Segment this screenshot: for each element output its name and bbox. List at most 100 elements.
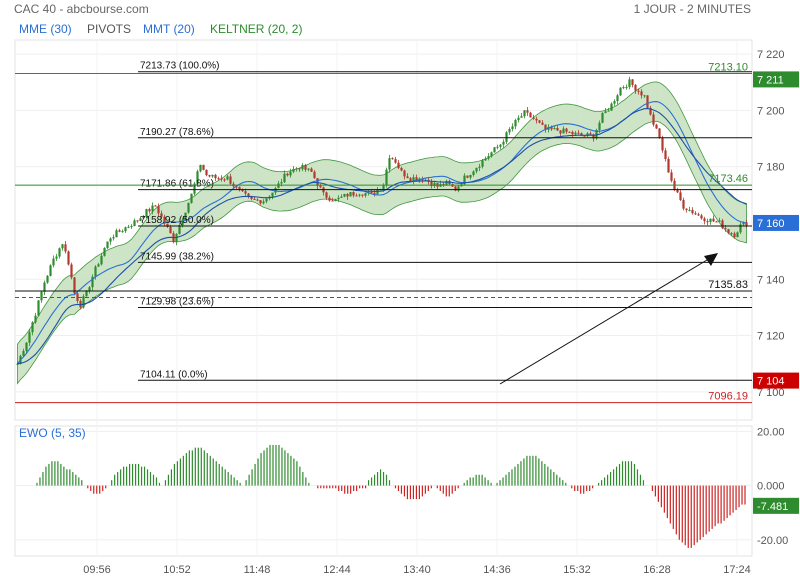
candle-body <box>61 244 64 249</box>
candle-body <box>613 101 616 104</box>
candle-body <box>694 213 697 215</box>
pivot-label: 7096.19 <box>708 391 748 403</box>
candle-body <box>103 247 106 256</box>
price-axis-tick: 7 100 <box>757 387 785 399</box>
legend-mmt[interactable]: MMT (20) <box>143 22 195 36</box>
candle-body <box>355 195 358 197</box>
candle-body <box>514 120 517 127</box>
candle-body <box>700 215 703 219</box>
candle-body <box>58 248 61 257</box>
candle-body <box>181 219 184 226</box>
candle-body <box>361 194 364 196</box>
candle-body <box>571 131 574 135</box>
legend-mme[interactable]: MME (30) <box>19 22 72 36</box>
candle-body <box>679 192 682 201</box>
candle-body <box>316 178 319 186</box>
candle-body <box>661 137 664 151</box>
trend-arrow-head <box>704 253 718 266</box>
candle-body <box>34 315 37 323</box>
pivot-label: 7173.46 <box>708 173 748 185</box>
candle-body <box>403 170 406 177</box>
pivot-label: 7135.83 <box>708 279 748 291</box>
candle-body <box>685 208 688 211</box>
candle-body <box>49 265 52 276</box>
candle-body <box>517 117 520 121</box>
candle-body <box>667 158 670 173</box>
candle-body <box>637 90 640 92</box>
ewo-axis-tick: -20.00 <box>757 535 788 547</box>
candle-body <box>400 167 403 171</box>
candle-body <box>511 126 514 130</box>
candle-body <box>589 133 592 135</box>
price-axis-tick: 7 180 <box>757 162 785 174</box>
candle-body <box>646 95 649 108</box>
candle-body <box>445 180 448 186</box>
candle-body <box>109 238 112 242</box>
candle-body <box>343 193 346 197</box>
candle-body <box>250 196 253 199</box>
candle-body <box>235 186 238 188</box>
price-tag-box <box>753 372 799 389</box>
candle-body <box>655 124 658 129</box>
candle-body <box>28 332 31 343</box>
price-axis-tick: 7 140 <box>757 274 785 286</box>
candle-body <box>40 291 43 301</box>
candle-body <box>241 189 244 192</box>
legend-pivots[interactable]: PIVOTS <box>87 22 132 36</box>
candle-body <box>310 168 313 172</box>
candle-body <box>292 168 295 172</box>
candle-body <box>346 193 349 197</box>
candle-body <box>94 266 97 277</box>
candle-body <box>139 218 142 222</box>
candle-body <box>328 197 331 201</box>
candle-body <box>307 168 310 170</box>
candle-body <box>691 209 694 214</box>
price-tag-box <box>753 71 799 88</box>
candle-body <box>712 218 715 222</box>
candle-body <box>520 116 523 118</box>
candle-body <box>433 183 436 187</box>
candle-body <box>37 300 40 316</box>
time-axis-tick: 14:36 <box>483 564 511 576</box>
candle-body <box>337 197 340 200</box>
candle-body <box>742 222 745 225</box>
candle-body <box>562 128 565 134</box>
candle-body <box>373 192 376 195</box>
candle-body <box>388 158 391 170</box>
candle-body <box>115 230 118 238</box>
candle-body <box>256 199 259 201</box>
candle-body <box>595 129 598 139</box>
candle-body <box>190 193 193 203</box>
time-axis-tick: 11:48 <box>244 564 271 576</box>
candle-body <box>496 146 499 148</box>
candle-body <box>136 220 139 222</box>
candle-body <box>55 256 58 259</box>
candle-body <box>481 160 484 167</box>
candle-body <box>52 258 55 266</box>
candle-body <box>556 128 559 131</box>
candle-body <box>118 230 121 232</box>
candle-body <box>199 164 202 172</box>
candle-body <box>412 177 415 182</box>
candle-body <box>97 264 100 267</box>
price-panel-frame <box>14 39 753 421</box>
candle-body <box>46 275 49 283</box>
candle-body <box>133 220 136 227</box>
mme-line <box>17 108 747 365</box>
candle-body <box>25 342 28 352</box>
candle-body <box>490 152 493 157</box>
candle-body <box>505 132 508 142</box>
candle-body <box>733 233 736 238</box>
candle-body <box>499 144 502 147</box>
candle-body <box>319 185 322 188</box>
candle-body <box>484 158 487 161</box>
candle-body <box>313 171 316 179</box>
candle-body <box>721 220 724 229</box>
candle-body <box>325 192 328 198</box>
candle-body <box>610 103 613 111</box>
candle-body <box>487 156 490 159</box>
candle-body <box>670 172 673 181</box>
candle-body <box>478 166 481 168</box>
legend-keltner[interactable]: KELTNER (20, 2) <box>210 22 303 36</box>
